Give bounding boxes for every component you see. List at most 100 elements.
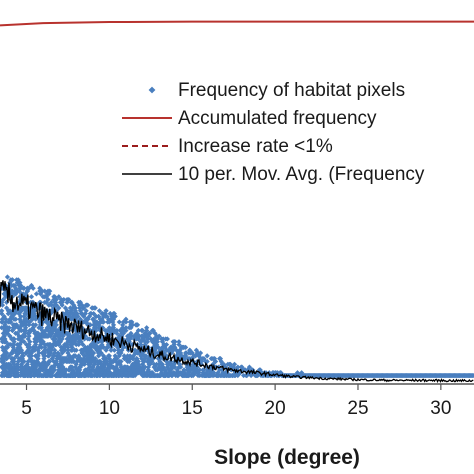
scatter-point — [86, 336, 93, 342]
scatter-point — [14, 367, 21, 373]
scatter-point — [98, 350, 104, 356]
scatter-point — [154, 336, 161, 342]
scatter-point — [60, 333, 66, 339]
scatter-point — [0, 344, 6, 350]
scatter-point — [59, 302, 65, 308]
scatter-point — [134, 356, 140, 362]
scatter-point — [58, 361, 64, 367]
scatter-point — [53, 296, 59, 303]
scatter-point — [144, 327, 150, 334]
scatter-point — [7, 361, 13, 367]
scatter-point — [1, 313, 7, 320]
scatter-point — [108, 347, 114, 353]
scatter-point — [116, 353, 122, 359]
scatter-point — [4, 299, 10, 305]
scatter-point — [33, 322, 39, 328]
scatter-point — [123, 319, 129, 325]
scatter-point — [172, 344, 178, 350]
scatter-point — [69, 299, 75, 305]
scatter-point — [125, 364, 131, 370]
scatter-point — [83, 308, 89, 314]
scatter-point — [48, 302, 54, 308]
scatter-point — [70, 367, 76, 373]
scatter-point — [162, 367, 168, 373]
scatter-point — [106, 325, 112, 331]
scatter-point — [13, 291, 19, 297]
scatter-point — [81, 336, 88, 342]
scatter-point — [10, 344, 16, 350]
scatter-point — [25, 358, 31, 365]
scatter-point — [93, 333, 99, 339]
x-tick-label: 5 — [21, 398, 32, 419]
scatter-point — [73, 347, 79, 353]
scatter-point — [2, 322, 8, 328]
scatter-point — [144, 325, 150, 331]
scatter-point — [52, 347, 58, 353]
scatter-point — [7, 333, 13, 339]
scatter-point — [23, 322, 29, 328]
scatter-point — [56, 341, 62, 348]
scatter-point — [129, 322, 136, 328]
scatter-point — [12, 325, 18, 331]
scatter-point — [107, 311, 113, 317]
scatter-point — [103, 356, 109, 362]
scatter-point — [86, 313, 93, 320]
scatter-point — [46, 353, 52, 359]
scatter-point — [3, 339, 9, 345]
scatter-point — [85, 302, 91, 308]
scatter-point — [45, 296, 51, 303]
scatter-point — [26, 322, 32, 328]
line-layer — [0, 20, 474, 383]
scatter-point — [107, 361, 113, 367]
scatter-point — [23, 291, 29, 297]
scatter-point — [80, 341, 86, 348]
scatter-point — [162, 344, 168, 350]
scatter-point — [76, 353, 82, 359]
scatter-point — [52, 319, 59, 325]
scatter-point — [114, 327, 120, 334]
scatter-point — [130, 353, 137, 359]
scatter-point — [52, 336, 59, 342]
scatter-point — [45, 319, 51, 325]
scatter-point — [64, 299, 70, 305]
scatter-point — [22, 333, 28, 339]
scatter-point — [92, 356, 98, 362]
scatter-point — [116, 319, 122, 325]
scatter-point — [154, 339, 161, 345]
scatter-point — [96, 353, 102, 359]
scatter-point — [196, 353, 202, 359]
scatter-point — [46, 291, 52, 297]
scatter-point — [72, 353, 79, 359]
scatter-point — [137, 364, 143, 370]
scatter-point — [120, 344, 127, 350]
scatter-point — [18, 361, 25, 367]
scatter-point — [91, 311, 97, 317]
scatter-point — [38, 291, 44, 297]
scatter-point — [168, 358, 174, 365]
scatter-point — [128, 325, 134, 331]
scatter-point — [25, 364, 31, 370]
scatter-point — [28, 294, 35, 300]
scatter-point — [75, 330, 81, 336]
scatter-point — [124, 344, 130, 350]
scatter-point — [160, 364, 166, 370]
scatter-point — [91, 350, 97, 356]
scatter-point — [13, 353, 20, 359]
scatter-point — [123, 316, 129, 322]
scatter-point — [30, 285, 36, 291]
scatter-point — [231, 364, 237, 370]
scatter-point — [60, 364, 66, 370]
scatter-point — [18, 308, 25, 314]
scatter-point — [23, 308, 29, 314]
x-tick-layer: 5 10 15 20 25 30 — [21, 384, 451, 419]
x-tick-label: 10 — [99, 398, 120, 419]
scatter-point — [101, 364, 108, 370]
scatter-point — [92, 305, 98, 311]
scatter-point — [53, 302, 59, 308]
scatter-point — [16, 311, 22, 317]
scatter-point — [62, 344, 68, 350]
scatter-point — [46, 322, 52, 328]
scatter-point — [19, 356, 25, 362]
scatter-point — [89, 353, 95, 359]
scatter-point — [112, 353, 118, 359]
